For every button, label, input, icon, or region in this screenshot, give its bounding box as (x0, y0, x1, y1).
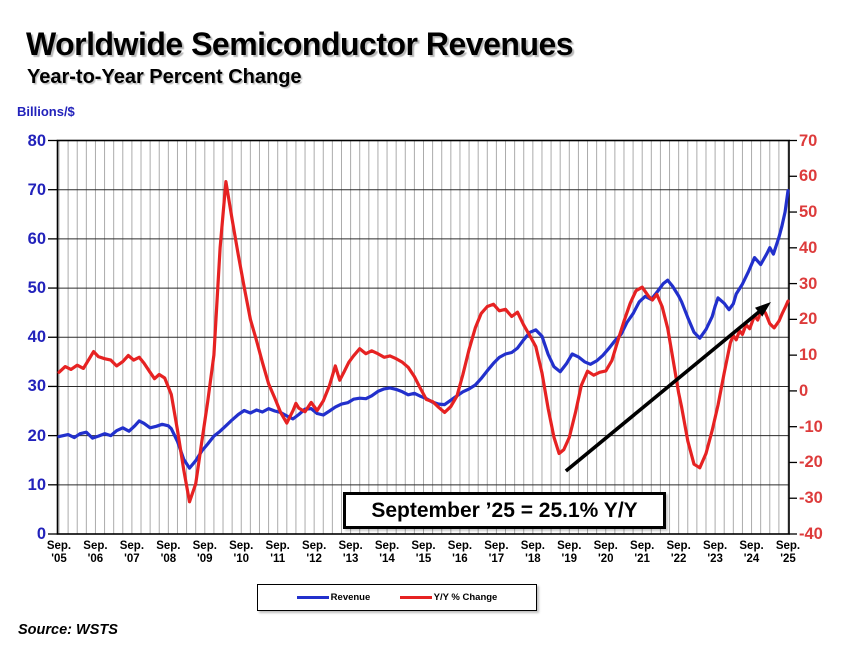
left-axis-tick-label: 40 (27, 328, 46, 346)
x-axis-tick-label: Sep. '19 (557, 540, 582, 566)
revenue-line-swatch (296, 595, 329, 600)
right-axis-tick-label: 20 (799, 310, 818, 329)
x-axis-tick-label: Sep. '06 (83, 540, 108, 566)
right-axis-tick-label: 0 (799, 381, 809, 400)
x-axis-tick-label: Sep. '16 (447, 540, 473, 566)
x-axis-tick-label: Sep. '22 (666, 540, 691, 566)
left-axis-tick-label: 30 (27, 377, 46, 396)
legend-label-yoy: Y/Y % Change (433, 592, 498, 603)
right-axis-tick-label: 40 (799, 238, 818, 257)
source-note: Source: WSTS (18, 622, 118, 638)
left-axis-tick-label: 70 (27, 180, 46, 199)
page-title: Worldwide Semiconductor Revenues (26, 26, 574, 62)
x-axis-tick-label: Sep. '14 (374, 540, 400, 566)
x-axis-tick-label: Sep. '08 (156, 540, 181, 566)
annotation-text: September ’25 = 25.1% Y/Y (371, 498, 638, 522)
x-axis-tick-label: Sep. '18 (520, 540, 545, 566)
right-axis-tick-label: -20 (799, 453, 823, 472)
x-axis-tick-label: Sep. '20 (593, 540, 618, 566)
right-axis-tick-label: 30 (799, 274, 818, 293)
right-axis-tick-label: -10 (799, 417, 823, 436)
x-axis-tick-label: Sep. '12 (301, 540, 327, 566)
left-axis-tick-label: 20 (27, 426, 46, 445)
right-axis-tick-label: -30 (799, 488, 823, 507)
annotation-callout: September ’25 = 25.1% Y/Y (343, 492, 666, 529)
x-axis-tick-label: Sep. '15 (411, 540, 436, 566)
x-axis-tick-label: Sep. '24 (739, 540, 764, 566)
x-axis-tick-label: Sep. '09 (192, 540, 217, 566)
x-axis-tick-label: Sep. '21 (630, 540, 655, 566)
x-axis-tick-label: Sep. '17 (484, 540, 509, 566)
legend-item-yoy: Y/Y % Change (399, 592, 498, 603)
left-axis-tick-label: 10 (27, 475, 46, 494)
x-axis-tick-label: Sep. '25 (775, 540, 801, 566)
yoy-line-swatch (399, 595, 432, 600)
x-axis-tick-label: Sep. '13 (338, 540, 363, 566)
left-axis-tick-label: 50 (27, 278, 46, 297)
page-subtitle: Year-to-Year Percent Change (27, 66, 302, 88)
x-axis-tick-label: Sep. '05 (46, 540, 72, 566)
left-axis-tick-label: 0 (36, 524, 46, 543)
x-axis-tick-label: Sep. '23 (702, 540, 728, 566)
right-axis-tick-label: 70 (799, 131, 818, 150)
left-axis-unit-label: Billions/$ (17, 104, 75, 119)
legend: Revenue Y/Y % Change (257, 584, 537, 611)
x-axis-tick-label: Sep. '07 (119, 540, 145, 566)
legend-item-revenue: Revenue (296, 592, 371, 603)
legend-label-revenue: Revenue (330, 592, 371, 603)
right-axis-tick-label: 60 (799, 167, 818, 186)
right-axis-tick-label: -40 (799, 524, 823, 543)
x-axis-tick-label: Sep. '10 (229, 540, 254, 566)
left-axis-tick-label: 80 (27, 131, 46, 150)
right-axis-tick-label: 10 (799, 345, 818, 364)
x-axis-tick-label: Sep. '11 (265, 540, 290, 566)
right-axis-tick-label: 50 (799, 202, 818, 221)
left-axis-tick-label: 60 (27, 229, 46, 248)
